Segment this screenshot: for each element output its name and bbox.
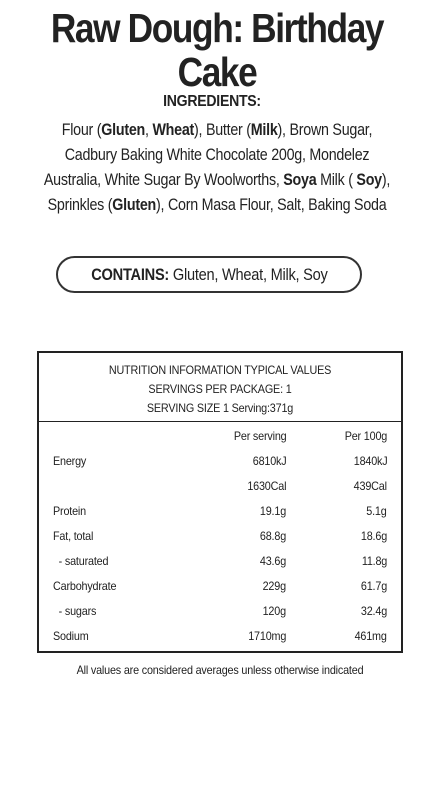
ingredients-heading: INGREDIENTS: xyxy=(163,93,261,110)
ingredients-list: Flour (Gluten, Wheat), Butter (Milk), Br… xyxy=(23,117,411,217)
allergen-highlight: Gluten xyxy=(112,195,157,214)
nutrient-per-serving: 6810kJ xyxy=(252,454,286,468)
product-title-line1: Raw Dough: Birthday xyxy=(50,5,385,51)
allergen-highlight: Soy xyxy=(356,170,382,189)
nutrient-label: Carbohydrate xyxy=(53,579,117,593)
nutrient-per-serving: 120g xyxy=(262,604,286,618)
nutrient-per-100g: 11.8g xyxy=(361,554,388,568)
product-title: Raw Dough: Birthday Cake xyxy=(30,6,403,94)
nutrition-panel-header: NUTRITION INFORMATION TYPICAL VALUES SER… xyxy=(39,353,401,422)
column-header-per-serving: Per serving xyxy=(233,429,286,443)
nutrient-per-serving: 229g xyxy=(262,579,286,593)
allergen-list: Gluten, Wheat, Milk, Soy xyxy=(172,264,328,284)
contains-label: CONTAINS: xyxy=(90,264,169,284)
ingredient-text: Australia, White Sugar By Woolworths, xyxy=(43,170,284,189)
ingredients-line: Flour (Gluten, Wheat), Butter (Milk), Br… xyxy=(23,117,411,142)
ingredients-line: Sprinkles (Gluten), Corn Masa Flour, Sal… xyxy=(23,192,411,217)
ingredient-text: Sprinkles ( xyxy=(47,195,113,214)
serving-size: SERVING SIZE 1 Serving:371g xyxy=(146,401,294,415)
nutrient-label: Energy xyxy=(53,454,87,468)
ingredients-line: Australia, White Sugar By Woolworths, So… xyxy=(23,167,411,192)
nutrient-per-100g: 18.6g xyxy=(360,529,387,543)
nutrient-per-100g: 32.4g xyxy=(360,604,387,618)
nutrient-per-serving: 19.1g xyxy=(259,504,286,518)
ingredient-text: ), Brown Sugar, xyxy=(277,120,373,139)
nutrition-header-title: NUTRITION INFORMATION TYPICAL VALUES xyxy=(108,363,332,377)
nutrient-per-100g: 5.1g xyxy=(366,504,387,518)
allergen-statement: CONTAINS: Gluten, Wheat, Milk, Soy xyxy=(90,264,328,285)
nutrient-per-100g: 439Cal xyxy=(353,479,387,493)
nutrient-per-serving: 1630Cal xyxy=(247,479,286,493)
nutrient-label: Fat, total xyxy=(53,529,94,543)
nutrient-per-100g: 461mg xyxy=(354,629,387,643)
ingredient-text: Cadbury Baking White Chocolate 200g, Mon… xyxy=(64,145,370,164)
nutrient-per-serving: 1710mg xyxy=(248,629,286,643)
allergen-highlight: Gluten xyxy=(101,120,145,139)
nutrition-footnote: All values are considered averages unles… xyxy=(76,663,364,677)
nutrient-per-100g: 61.7g xyxy=(360,579,387,593)
allergen-highlight: Milk xyxy=(250,120,278,139)
allergen-highlight: Soya xyxy=(283,170,317,189)
ingredient-text: Milk ( xyxy=(316,170,357,189)
column-header-per-100g: Per 100g xyxy=(344,429,388,443)
product-title-line2: Cake xyxy=(177,49,258,95)
nutrition-panel: NUTRITION INFORMATION TYPICAL VALUES SER… xyxy=(37,351,403,653)
servings-per-package: SERVINGS PER PACKAGE: 1 xyxy=(148,382,292,396)
ingredient-text: ), Butter ( xyxy=(194,120,251,139)
ingredients-line: Cadbury Baking White Chocolate 200g, Mon… xyxy=(23,142,411,167)
nutrient-per-serving: 68.8g xyxy=(259,529,286,543)
nutrient-label: - saturated xyxy=(53,554,109,568)
allergen-contains-badge: CONTAINS: Gluten, Wheat, Milk, Soy xyxy=(56,256,362,293)
allergen-highlight: Wheat xyxy=(152,120,195,139)
nutrient-label: Protein xyxy=(53,504,86,518)
ingredient-text: ), Corn Masa Flour, Salt, Baking Soda xyxy=(156,195,387,214)
ingredient-text: , xyxy=(144,120,153,139)
nutrient-per-100g: 1840kJ xyxy=(353,454,387,468)
nutrient-label: - sugars xyxy=(53,604,97,618)
ingredient-text: ), xyxy=(381,170,391,189)
nutrient-per-serving: 43.6g xyxy=(259,554,286,568)
ingredient-text: Flour ( xyxy=(61,120,102,139)
nutrient-label: Sodium xyxy=(53,629,89,643)
